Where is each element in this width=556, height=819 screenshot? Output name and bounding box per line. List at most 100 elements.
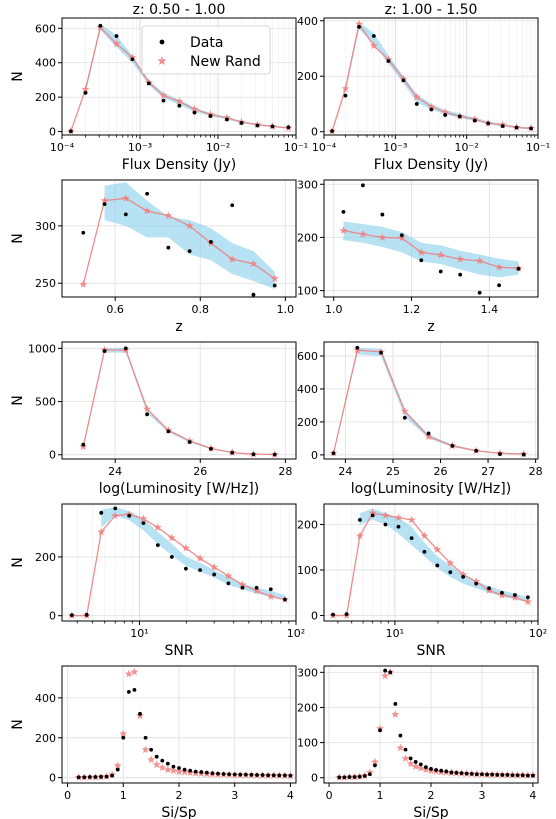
new-rand-point	[143, 206, 152, 215]
new-rand-point	[270, 274, 279, 283]
new-rand-point	[266, 592, 275, 600]
y-tick-label: 200	[297, 70, 318, 83]
data-point	[464, 771, 469, 776]
y-tick-label: 200	[297, 518, 318, 531]
data-point	[490, 772, 495, 777]
data-point	[130, 57, 135, 62]
data-series	[337, 668, 535, 780]
new-rand-point	[407, 515, 416, 524]
y-tick-label: 200	[297, 701, 318, 714]
legend: Data New Rand	[141, 25, 271, 75]
y-axis-label: N	[10, 395, 26, 405]
new-rand-point	[406, 759, 415, 768]
new-rand-point	[159, 91, 168, 99]
data-point	[155, 543, 160, 548]
new-rand-point	[210, 563, 219, 571]
new-rand-series	[329, 508, 532, 619]
data-point	[198, 568, 203, 573]
data-point	[138, 711, 142, 716]
new-rand-point	[370, 757, 379, 766]
data-point	[99, 774, 103, 779]
y-tick-label: 300	[297, 666, 318, 679]
y-tick-label: 400	[35, 57, 56, 70]
data-point	[208, 114, 213, 118]
x-axis-label: Si/Sp	[161, 805, 196, 819]
y-axis: 0 200 400 600	[35, 22, 62, 139]
data-point	[398, 733, 403, 738]
x-tick-label: 3	[478, 789, 485, 802]
data-point	[373, 763, 377, 768]
data-point	[472, 118, 477, 123]
data-point	[145, 191, 149, 196]
y-axis: 0 200 400 600	[297, 350, 324, 462]
y-axis: 0 500 1000	[28, 342, 62, 462]
data-point	[514, 125, 519, 130]
panel-6: 24 25 26 27 28 0 200 400 600 log(Luminosity [W/Hz…	[297, 341, 543, 497]
y-tick-label: 400	[297, 15, 318, 28]
data-point	[251, 452, 256, 457]
y-tick-label: 400	[35, 692, 56, 705]
data-point	[477, 290, 482, 295]
new-rand-point	[353, 346, 362, 354]
new-rand-point	[175, 97, 184, 105]
x-tick-label: 10⁻³	[128, 141, 152, 154]
new-rand-point	[381, 671, 390, 680]
x-tick-label: 0.8	[192, 303, 210, 316]
data-point	[216, 771, 220, 776]
data-point	[422, 549, 427, 554]
x-tick-label: 10⁻²	[455, 141, 479, 154]
new-rand-line	[333, 512, 529, 617]
y-tick-label: 100	[297, 737, 318, 750]
data-point	[199, 770, 204, 774]
new-rand-point	[421, 765, 430, 774]
new-rand-point	[378, 233, 387, 241]
data-point	[429, 767, 433, 771]
data-point	[383, 668, 388, 673]
x-tick-label: 28	[278, 465, 292, 478]
legend-data-label: Data	[190, 35, 223, 51]
data-point	[474, 581, 479, 586]
new-rand-point	[130, 667, 139, 676]
new-rand-point	[358, 230, 367, 238]
new-rand-point	[339, 226, 348, 234]
data-point	[370, 513, 375, 518]
new-rand-point	[124, 669, 133, 678]
data-point	[341, 210, 346, 214]
x-axis: 10⁻⁴ 10⁻³ 10⁻² 10⁻¹	[50, 135, 308, 154]
data-point	[401, 78, 406, 83]
y-axis-label: N	[10, 719, 26, 729]
data-point	[434, 768, 438, 772]
data-point	[286, 125, 291, 130]
new-rand-point	[79, 280, 88, 288]
data-point	[255, 773, 259, 777]
y-tick-label: 0	[311, 449, 318, 462]
y-tick-label: 300	[35, 220, 56, 233]
data-point	[209, 240, 213, 244]
y-tick-label: 200	[35, 732, 56, 745]
y-tick-label: 100	[297, 564, 318, 577]
new-rand-point	[355, 531, 364, 540]
data-point	[224, 117, 229, 122]
x-tick-label: 2	[176, 789, 183, 802]
data-point	[114, 34, 119, 38]
x-tick-label: 26	[434, 465, 448, 478]
new-rand-point	[400, 407, 409, 415]
panel-1: 10⁻⁴ 10⁻³ 10⁻² 10⁻¹ 0 200 400 600 z: 0.50 - 1.00…	[10, 2, 308, 173]
data-point	[450, 443, 455, 448]
y-tick-label: 0	[311, 772, 318, 785]
legend-box	[141, 25, 271, 75]
new-rand-line	[343, 229, 519, 269]
axes-frame	[323, 503, 539, 622]
y-tick-label: 200	[297, 416, 318, 429]
x-axis-label: Flux Density (Jy)	[374, 157, 489, 173]
data-point	[209, 446, 213, 451]
x-axis: 10⁻⁴ 10⁻³ 10⁻² 10⁻¹	[312, 135, 550, 154]
new-rand-point	[112, 39, 121, 48]
data-point	[413, 760, 418, 764]
y-axis: 0 200 400	[35, 692, 62, 785]
y-axis-label: N	[10, 557, 26, 567]
data-point	[361, 183, 365, 188]
data-point	[282, 773, 287, 778]
panel-4: 1.0 1.2 1.4 100 200 300 z	[297, 178, 539, 335]
panel-title: z: 1.00 - 1.50	[385, 2, 478, 18]
